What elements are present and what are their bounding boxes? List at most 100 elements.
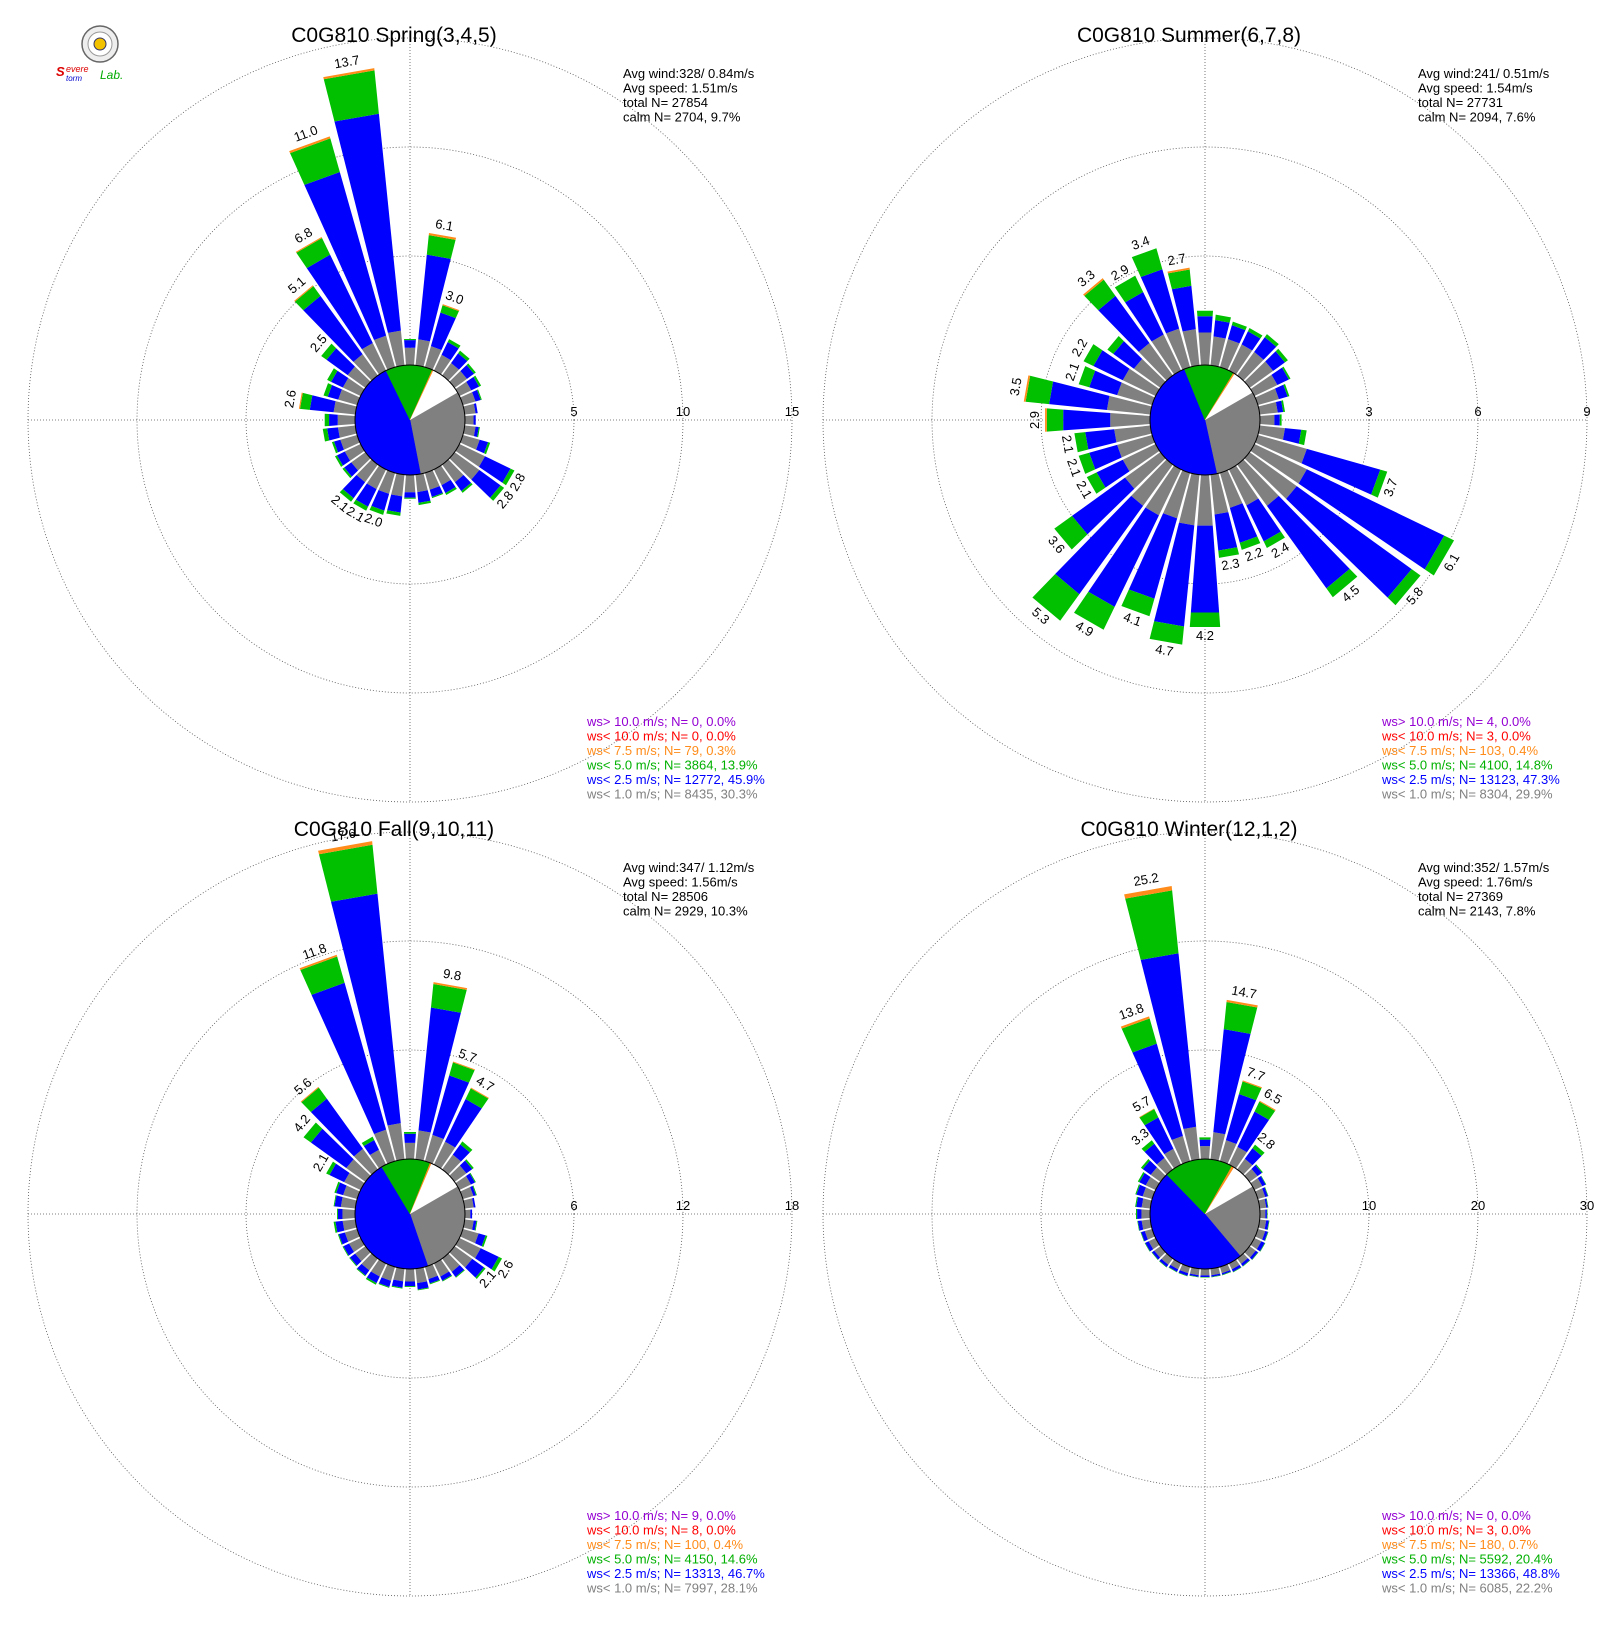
sector-bar-green	[1032, 574, 1080, 621]
sector-bar-green	[1283, 384, 1290, 397]
sector-bar-green	[1189, 612, 1221, 628]
sector-bar-blue	[1225, 1093, 1257, 1144]
sector-bar-blue	[343, 1243, 354, 1256]
sector-bar-blue	[1063, 409, 1111, 431]
stats-line: Avg wind:347/ 1.12m/s	[623, 860, 755, 875]
sector-bar-gray	[1228, 1259, 1240, 1270]
sector-bar-green	[1259, 1242, 1266, 1252]
calm-pie-slice	[1205, 1167, 1253, 1214]
sector-bar-green	[378, 1283, 390, 1288]
sector-bar-green	[1239, 536, 1261, 550]
sector-bar-blue	[417, 1281, 429, 1290]
sector-bar-gray	[442, 1253, 460, 1272]
legend-entry: ws< 1.0 m/s; N= 8304, 29.9%	[1381, 787, 1553, 802]
sector-bar-blue	[1125, 291, 1164, 342]
sector-bar-blue	[349, 1253, 362, 1266]
sector-bar-green	[323, 70, 379, 122]
sector-bar-blue	[466, 1173, 476, 1185]
legend-entry: ws> 10.0 m/s; N= 4, 0.0%	[1381, 714, 1531, 729]
sector-bar-green	[418, 500, 431, 506]
sector-bar-green	[1141, 1140, 1155, 1152]
sector-bar-green	[1054, 515, 1088, 550]
sector-bar-blue	[363, 1139, 379, 1155]
sector-bar-gray	[342, 1209, 356, 1219]
sector-bar-blue	[1154, 522, 1195, 627]
sector-bar-gray	[424, 470, 440, 490]
sector-bar-orange	[1023, 375, 1031, 402]
sector-bar-gray	[433, 1259, 450, 1277]
sector-value-label: 13.7	[333, 52, 361, 71]
sector-bar-blue	[429, 486, 443, 498]
sector-bar-gray	[351, 452, 371, 471]
ring-label: 10	[676, 404, 690, 419]
sector-bar-green	[429, 1279, 440, 1285]
sector-bar-green	[1167, 269, 1192, 290]
stats-line: total N= 27731	[1418, 95, 1503, 110]
sector-bar-gray	[1151, 334, 1182, 375]
sector-bar-gray	[1171, 1135, 1191, 1164]
sector-bar-blue	[309, 395, 336, 413]
sector-bar-green	[339, 489, 354, 502]
sector-bar-gray	[415, 1267, 428, 1284]
sector-bar-blue	[1265, 1209, 1267, 1219]
sector-bar-blue	[1200, 1275, 1210, 1278]
sector-bar-gray	[1244, 361, 1274, 388]
sector-bar-green	[1281, 400, 1286, 413]
sector-bar-blue	[338, 1232, 349, 1245]
sector-bar-green	[449, 1062, 475, 1083]
sector-bar-gray	[433, 354, 451, 375]
sector-bar-orange	[299, 954, 338, 970]
sector-bar-blue	[470, 1209, 473, 1219]
sector-bar-blue	[404, 340, 416, 348]
sector-bar-green	[322, 428, 330, 442]
sector-bar-green	[1086, 472, 1106, 494]
sector-bar-green	[1135, 1184, 1140, 1195]
sector-bar-green	[1074, 432, 1089, 453]
sector-bar-green	[1121, 589, 1155, 617]
sector-bar-orange	[318, 841, 373, 855]
sector-bar-green	[1084, 279, 1116, 311]
sector-bar-blue	[1171, 285, 1196, 332]
calm-pie-outline	[354, 364, 466, 476]
sector-bar-gray	[361, 1253, 378, 1271]
calm-pie-slice	[410, 370, 458, 420]
sector-bar-blue	[459, 1160, 473, 1174]
sector-bar-blue	[1140, 953, 1197, 1129]
sector-bar-green	[326, 1161, 336, 1176]
sector-bar-blue	[472, 1220, 477, 1231]
sector-bar-green	[321, 343, 337, 360]
sector-bar-gray	[1125, 452, 1166, 489]
sector-bar-green	[1267, 1220, 1270, 1230]
sector-bar-green	[1121, 1018, 1157, 1053]
sector-bar-gray	[1110, 413, 1151, 427]
sector-bar-green	[1251, 1252, 1259, 1260]
sector-bar-blue	[1257, 1176, 1266, 1187]
legend-entry: ws< 7.5 m/s; N= 103, 0.4%	[1381, 743, 1539, 758]
sector-bar-green	[1046, 408, 1064, 432]
sector-bar-gray	[455, 1175, 471, 1191]
sector-bar-gray	[1210, 473, 1229, 515]
sector-bar-blue	[1231, 1264, 1242, 1272]
sector-bar-green	[1200, 1277, 1210, 1278]
sector-value-label: 2.9	[1027, 411, 1042, 429]
legend-entry: ws< 2.5 m/s; N= 13123, 47.3%	[1381, 772, 1560, 787]
sector-bar-green	[474, 1220, 478, 1231]
sector-bar-green	[290, 138, 340, 185]
sector-bar-blue	[1249, 1250, 1259, 1260]
sector-bar-gray	[449, 371, 467, 388]
sector-bar-orange	[294, 285, 314, 302]
sector-bar-green	[404, 1286, 416, 1287]
sector-bar-gray	[1255, 1228, 1266, 1240]
sector-bar-gray	[1117, 434, 1155, 458]
sector-bar-blue	[1282, 428, 1302, 444]
sector-value-label: 2.3	[1220, 555, 1240, 573]
sector-bar-blue	[476, 439, 489, 454]
sector-bar-blue	[466, 376, 480, 391]
stats-line: calm N= 2143, 7.8%	[1418, 904, 1536, 919]
legend-entry: ws> 10.0 m/s; N= 0, 0.0%	[1381, 1508, 1531, 1523]
sector-bar-green	[1264, 334, 1279, 347]
sector-bar-gray	[333, 401, 357, 415]
sector-bar-gray	[1255, 388, 1279, 406]
sector-bar-blue	[1227, 325, 1246, 344]
sector-bar-gray	[353, 354, 378, 381]
